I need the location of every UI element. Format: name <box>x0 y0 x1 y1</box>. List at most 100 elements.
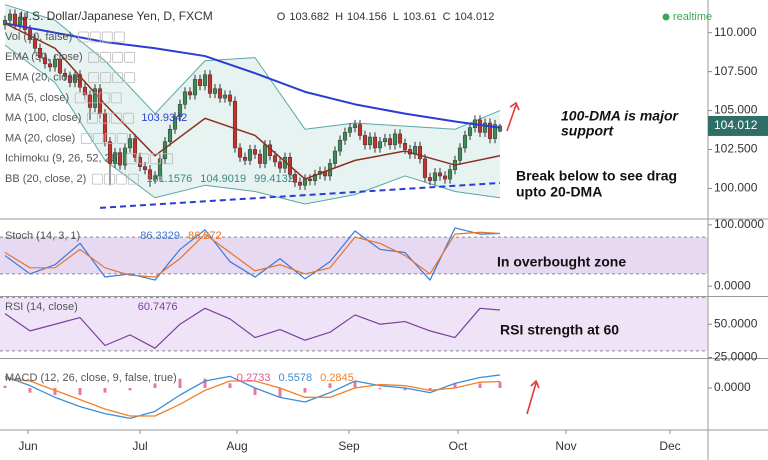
candle-body <box>57 58 63 74</box>
annotation-arrow <box>506 101 520 132</box>
candle-body <box>222 94 228 99</box>
candle-body <box>427 177 433 181</box>
candle-body <box>492 124 498 139</box>
candle-body <box>7 13 13 21</box>
histogram-bar <box>478 383 482 388</box>
histogram-bar <box>253 388 257 395</box>
candle-body <box>487 122 493 139</box>
indicator-name: EMA (50, close) <box>5 51 83 63</box>
x-tick-label: Aug <box>226 439 247 453</box>
histogram-bar <box>178 378 182 388</box>
bollinger-upper <box>4 4 501 130</box>
candle-body <box>152 175 158 180</box>
ohlc-value: 103.682 <box>289 11 329 23</box>
candle-body <box>232 100 238 149</box>
y-tick-label: 110.000 <box>714 25 757 39</box>
candle-body <box>192 79 198 96</box>
candle-body <box>312 174 318 181</box>
ohlc-value: 103.61 <box>403 11 437 23</box>
indicator-icon <box>77 31 89 43</box>
indicator-line <box>4 231 501 278</box>
indicator-name: Vol (20, false) <box>5 31 72 43</box>
indicator-icon <box>87 112 98 124</box>
x-tick-label: Oct <box>449 439 468 453</box>
indicator-icon <box>100 51 112 63</box>
candle-body <box>197 79 203 86</box>
indicator-line <box>4 307 501 349</box>
ohlc-label: H <box>335 11 343 23</box>
y-tick-label: 0.0000 <box>714 380 751 394</box>
candle-body <box>237 147 243 158</box>
band-fill <box>0 237 708 274</box>
legend-value: 104.9019 <box>200 173 246 185</box>
annotation: In overbought zone <box>497 254 626 270</box>
indicator-icon <box>127 173 139 185</box>
candle-body <box>227 94 233 102</box>
indicator-icon <box>92 133 104 144</box>
indicator-icon <box>111 112 122 124</box>
x-tick-label: Jun <box>18 439 37 453</box>
candle-body <box>242 157 248 161</box>
ohlc-value: 104.012 <box>455 11 495 23</box>
legend-value: 0.2733 <box>237 372 271 384</box>
indicator-icon <box>86 92 98 104</box>
indicator-icon <box>101 31 113 43</box>
indicator-icon <box>112 51 124 63</box>
indicator-icon <box>74 92 86 104</box>
candle-body <box>302 178 308 186</box>
indicator-icon <box>80 133 92 144</box>
x-tick-label: Dec <box>659 439 680 453</box>
candle-body <box>47 63 53 68</box>
candle-body <box>467 127 473 136</box>
candle-body <box>52 58 58 68</box>
candle-body <box>372 136 378 149</box>
candle-body <box>297 181 303 186</box>
background-layer <box>0 29 708 352</box>
indicator-icon <box>138 153 149 165</box>
candle-body <box>112 152 118 164</box>
chart-title: U.S. Dollar/Japanese Yen, D, FXCM <box>20 9 213 23</box>
macd-line <box>4 374 501 419</box>
legend-backdrop <box>2 150 12 167</box>
ohlc-value: 104.156 <box>347 11 387 23</box>
candle-body <box>172 116 178 130</box>
candle-body <box>382 138 388 142</box>
legend-value: 86.3329 <box>140 230 180 242</box>
indicator-name: MA (100, close) <box>5 112 81 124</box>
histogram-bar <box>498 381 502 388</box>
histogram-bar <box>328 383 332 388</box>
candle-body <box>262 144 268 164</box>
histogram-bar <box>428 388 432 391</box>
indicator-icon <box>124 72 136 83</box>
candle-body <box>477 119 483 133</box>
band-fill <box>0 297 708 351</box>
indicator-name: MA (20, close) <box>5 132 75 144</box>
indicator-name: MA (5, close) <box>5 92 69 104</box>
status: realtime <box>673 11 712 23</box>
candle-body <box>207 74 213 94</box>
candle-body <box>72 74 78 83</box>
histogram-bar <box>128 388 132 391</box>
indicator-icon <box>88 51 100 63</box>
indicator-icon <box>104 133 116 144</box>
y-tick-label: 25.0000 <box>714 350 758 364</box>
indicator-name: Ichimoku (9, 26, 52, 26) <box>5 153 121 165</box>
candle-body <box>162 141 168 160</box>
candle-body <box>67 76 73 83</box>
y-tick-label: 50.0000 <box>714 316 758 330</box>
candle-body <box>12 13 18 26</box>
ohlc-label: L <box>393 11 399 23</box>
legend-value: 86.272 <box>188 230 222 242</box>
candle-body <box>462 135 468 149</box>
candle-body <box>432 172 438 181</box>
candle-body <box>417 146 423 160</box>
price-tag-label: 104.012 <box>714 118 758 132</box>
candle-body <box>362 135 368 146</box>
annotation: support <box>561 123 614 139</box>
legend-value: 101.1576 <box>146 173 192 185</box>
candle-body <box>442 175 448 180</box>
legend-value: 0.5578 <box>278 372 312 384</box>
indicator-icon <box>91 173 103 185</box>
